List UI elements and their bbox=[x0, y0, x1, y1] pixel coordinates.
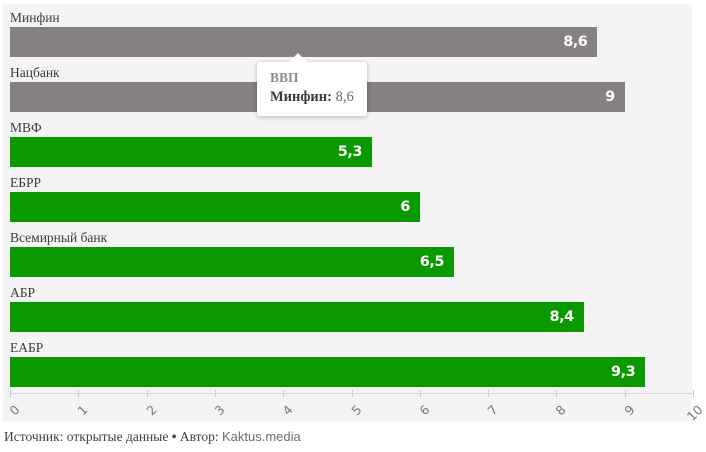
source-text: Источник: открытые данные bbox=[4, 429, 169, 444]
x-axis-tick-label: 10 bbox=[683, 402, 706, 424]
x-axis-tick-label: 6 bbox=[416, 402, 433, 419]
bar-group-vsemirny-bank: Всемирный банк 6,5 bbox=[10, 226, 693, 281]
separator-bullet: • bbox=[171, 429, 177, 444]
tooltip-category-label: Минфин: bbox=[270, 89, 332, 105]
category-label-minfin: Минфин bbox=[10, 10, 60, 25]
bar-value-minfin: 8,6 bbox=[563, 34, 588, 50]
author-label: Автор: bbox=[179, 429, 219, 444]
x-axis-tick bbox=[283, 390, 285, 397]
bar-eabr[interactable]: 9,3 bbox=[10, 357, 646, 387]
x-axis-tick-label: 9 bbox=[621, 402, 638, 419]
bar-mvf[interactable]: 5,3 bbox=[10, 137, 372, 167]
bar-value-natsbank: 9 bbox=[605, 89, 615, 105]
bar-value-eabr: 9,3 bbox=[611, 364, 636, 380]
tooltip-series-title: ВВП bbox=[270, 70, 299, 85]
bar-abr[interactable]: 8,4 bbox=[10, 302, 584, 332]
tooltip-value: 8,6 bbox=[335, 89, 354, 105]
bar-group-ebrr: ЕБРР 6 bbox=[10, 171, 693, 226]
x-axis-tick bbox=[146, 390, 148, 397]
bar-group-mvf: МВФ 5,3 bbox=[10, 116, 693, 171]
bar-group-minfin: Минфин 8,6 bbox=[10, 6, 693, 61]
bar-value-vsemirny-bank: 6,5 bbox=[419, 254, 445, 270]
x-axis-tick bbox=[624, 390, 626, 397]
tooltip: ВВП Минфин: 8,6 bbox=[257, 53, 367, 116]
category-label-mvf: МВФ bbox=[10, 120, 42, 135]
bar-group-eabr: ЕАБР 9,3 bbox=[10, 336, 693, 391]
category-label-vsemirny-bank: Всемирный банк bbox=[10, 230, 108, 245]
tooltip-arrow-icon bbox=[289, 53, 307, 62]
x-axis-tick bbox=[10, 390, 11, 397]
x-axis-tick-label: 5 bbox=[347, 402, 365, 419]
category-label-eabr: ЕАБР bbox=[10, 340, 44, 355]
x-axis-tick bbox=[351, 390, 353, 397]
x-axis-tick bbox=[693, 390, 694, 397]
x-axis-tick bbox=[556, 390, 558, 397]
bar-group-abr: АБР 8,4 bbox=[10, 281, 693, 336]
x-axis-tick bbox=[78, 390, 80, 397]
category-label-natsbank: Нацбанк bbox=[10, 65, 60, 80]
x-axis-tick bbox=[488, 390, 490, 397]
bar-vsemirny-bank[interactable]: 6,5 bbox=[10, 247, 454, 277]
x-axis-tick bbox=[419, 390, 421, 397]
footer-credits: Источник: открытые данные • Автор: Kaktu… bbox=[4, 429, 301, 445]
bar-minfin[interactable]: 8,6 bbox=[10, 27, 598, 57]
x-axis-tick-label: 8 bbox=[552, 402, 569, 419]
category-label-abr: АБР bbox=[10, 285, 36, 300]
x-axis-tick-label: 7 bbox=[484, 402, 501, 419]
bar-value-mvf: 5,3 bbox=[337, 144, 363, 160]
bar-ebrr[interactable]: 6 bbox=[10, 192, 420, 222]
category-label-ebrr: ЕБРР bbox=[10, 175, 42, 190]
x-axis-tick bbox=[214, 390, 216, 397]
author-name: Kaktus.media bbox=[221, 429, 301, 444]
tooltip-value-row: Минфин: 8,6 bbox=[270, 87, 354, 107]
bar-value-abr: 8,4 bbox=[549, 309, 575, 325]
bar-value-ebrr: 6 bbox=[400, 199, 410, 215]
